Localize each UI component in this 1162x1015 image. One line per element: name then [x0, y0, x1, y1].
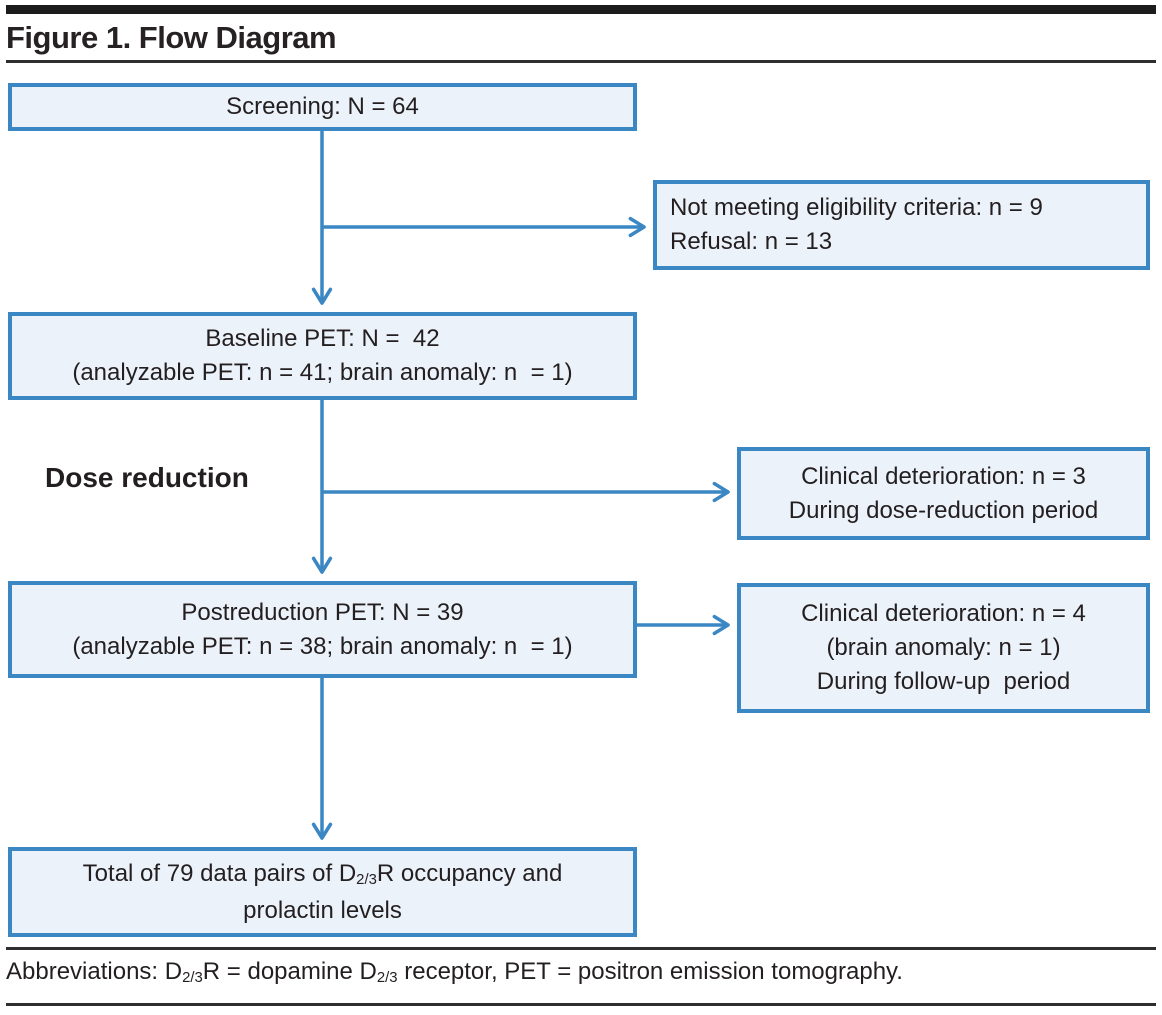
box-line: Refusal: n = 13	[670, 228, 833, 255]
abbreviations-note: Abbreviations: D2/3R = dopamine D2/3 rec…	[6, 958, 1156, 986]
title-top-bar	[6, 5, 1156, 14]
footer-part1: Abbreviations: D	[6, 958, 183, 985]
box-line: (analyzable PET: n = 41; brain anomaly: …	[72, 359, 573, 386]
footer-top-rule	[6, 947, 1156, 950]
total-line1-suffix: R occupancy and	[376, 859, 563, 887]
box-postreduction-pet: Postreduction PET: N = 39 (analyzable PE…	[8, 581, 637, 678]
box-line: Screening: N = 64	[226, 93, 419, 120]
footer-part2: R = dopamine D	[202, 958, 377, 985]
subscript-2-3: 2/3	[356, 871, 377, 888]
box-not-meeting-eligibility: Not meeting eligibility criteria: n = 9 …	[653, 180, 1150, 270]
title-underline	[6, 60, 1156, 63]
figure-title: Figure 1. Flow Diagram	[6, 20, 337, 55]
box-baseline-pet: Baseline PET: N = 42 (analyzable PET: n …	[8, 312, 637, 400]
box-total-data-pairs: Total of 79 data pairs of D2/3R occupanc…	[8, 847, 637, 937]
box-clinical-deterioration-followup: Clinical deterioration: n = 4 (brain ano…	[737, 583, 1150, 713]
subscript-2-3: 2/3	[182, 970, 203, 987]
box-line: Postreduction PET: N = 39	[181, 598, 464, 626]
box-line: (analyzable PET: n = 38; brain anomaly: …	[72, 632, 573, 660]
box-line: prolactin levels	[243, 896, 402, 924]
box-line: Not meeting eligibility criteria: n = 9	[670, 194, 1043, 221]
box-line: (brain anomaly: n = 1)	[826, 634, 1061, 661]
dose-reduction-label: Dose reduction	[45, 462, 249, 493]
box-line: Clinical deterioration: n = 3	[801, 462, 1086, 490]
subscript-2-3: 2/3	[376, 970, 398, 987]
box-line: Clinical deterioration: n = 4	[801, 600, 1086, 627]
footer-bottom-rule	[6, 1003, 1156, 1006]
box-line: Baseline PET: N = 42	[205, 325, 440, 352]
footer-part3: receptor, PET = positron emission tomogr…	[397, 958, 903, 985]
box-line: Total of 79 data pairs of D2/3R occupanc…	[12, 857, 633, 894]
box-line: During follow-up period	[816, 668, 1071, 695]
box-screening: Screening: N = 64	[8, 83, 637, 131]
total-line1-prefix: Total of 79 data pairs of D	[82, 859, 357, 887]
box-line: During dose-reduction period	[788, 496, 1099, 524]
box-clinical-deterioration-dose-reduction: Clinical deterioration: n = 3 During dos…	[737, 447, 1150, 540]
